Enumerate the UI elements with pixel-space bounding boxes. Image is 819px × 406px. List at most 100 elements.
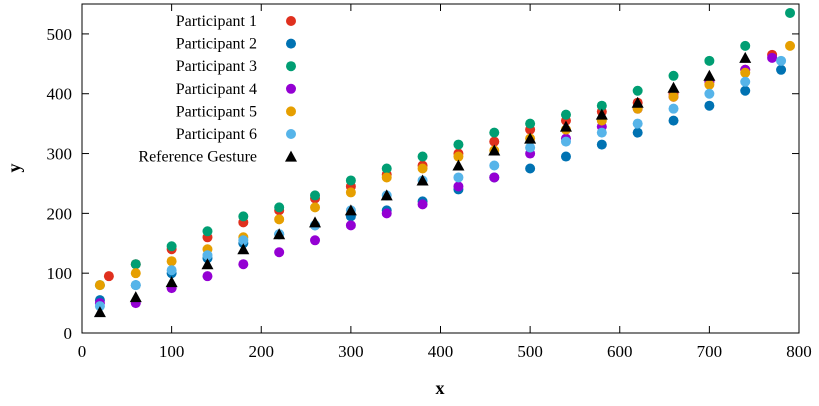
data-point — [776, 64, 787, 75]
x-axis-label: x — [436, 378, 445, 398]
data-point-triangle — [309, 216, 322, 228]
data-point — [776, 55, 787, 66]
y-tick-label: 100 — [47, 264, 73, 283]
x-tick-label: 100 — [159, 342, 185, 361]
data-point — [740, 40, 751, 51]
data-point — [489, 172, 500, 183]
legend-marker — [286, 129, 296, 139]
data-point — [453, 172, 464, 183]
data-point — [525, 142, 536, 153]
data-point-triangle — [452, 159, 465, 171]
axis-ticks: 0 100 200 300 400 500 600 700 800 0 100 200 300 400 50… — [47, 4, 812, 361]
data-point — [345, 175, 356, 186]
legend-label: Participant 2 — [176, 36, 257, 53]
data-point — [489, 127, 500, 138]
data-point — [632, 85, 643, 96]
data-point — [345, 187, 356, 198]
data-point — [381, 172, 392, 183]
data-point-triangle — [93, 306, 106, 318]
data-point — [274, 214, 285, 225]
data-point — [740, 76, 751, 87]
data-point — [596, 127, 607, 138]
data-point — [740, 85, 751, 96]
data-point-triangle — [416, 174, 429, 186]
data-point — [632, 127, 643, 138]
data-point — [596, 100, 607, 111]
data-point — [166, 256, 177, 267]
data-point — [238, 235, 249, 246]
data-point — [130, 280, 141, 291]
data-point — [704, 55, 715, 66]
x-tick-label: 700 — [697, 342, 723, 361]
data-point-triangle — [667, 81, 680, 93]
data-point — [704, 100, 715, 111]
data-point — [785, 40, 796, 51]
data-point — [453, 181, 464, 192]
data-point — [274, 247, 285, 258]
plot-frame — [81, 3, 800, 334]
data-point — [202, 226, 213, 237]
data-point — [668, 91, 679, 102]
legend-label: Participant 6 — [176, 126, 257, 143]
data-point — [417, 163, 428, 174]
data-point-triangle — [595, 108, 608, 120]
data-point-triangle — [344, 204, 357, 216]
legend-label: Participant 3 — [176, 58, 257, 75]
legend-marker — [286, 16, 296, 26]
x-tick-label: 600 — [607, 342, 633, 361]
data-point-triangle — [559, 120, 572, 132]
data-point-triangle — [524, 132, 537, 144]
legend-label: Participant 5 — [176, 103, 257, 120]
x-tick-label: 200 — [249, 342, 275, 361]
data-point — [130, 268, 141, 279]
x-tick-label: 400 — [428, 342, 454, 361]
data-point — [238, 259, 249, 270]
data-point-triangle — [488, 144, 501, 156]
data-point-triangle — [201, 258, 214, 270]
y-tick-label: 400 — [47, 85, 73, 104]
data-point-triangle — [703, 69, 716, 81]
y-tick-label: 300 — [47, 145, 73, 164]
legend-marker — [286, 106, 296, 117]
data-point-triangle — [380, 189, 393, 201]
data-point — [525, 163, 536, 174]
data-point — [166, 265, 177, 276]
data-point — [274, 202, 285, 213]
x-tick-label: 500 — [517, 342, 543, 361]
data-point — [525, 118, 536, 129]
x-tick-label: 300 — [338, 342, 364, 361]
data-point — [560, 136, 571, 147]
data-point-triangle — [237, 243, 250, 255]
data-point — [417, 199, 428, 210]
data-point — [704, 88, 715, 99]
data-point — [238, 211, 249, 222]
data-point — [381, 208, 392, 219]
data-point — [310, 190, 321, 201]
data-point — [94, 280, 105, 291]
data-point — [489, 136, 500, 147]
data-point — [310, 202, 321, 213]
data-point — [704, 79, 715, 90]
data-point — [489, 160, 500, 171]
y-tick-label: 0 — [64, 324, 73, 343]
legend-marker — [285, 150, 297, 162]
y-axis-label: y — [4, 164, 24, 173]
data-point-triangle — [739, 51, 752, 63]
legend-label: Participant 4 — [176, 81, 257, 98]
legend-label: Reference Gesture — [138, 149, 257, 166]
data-point-triangle — [165, 276, 178, 288]
data-point — [345, 220, 356, 231]
y-tick-label: 500 — [47, 25, 73, 44]
data-point — [453, 151, 464, 162]
data-point — [202, 250, 213, 261]
data-point — [310, 235, 321, 246]
data-point — [417, 151, 428, 162]
data-point — [668, 103, 679, 114]
data-point-triangle — [631, 96, 644, 108]
legend-label: Participant 1 — [176, 13, 257, 30]
data-point — [130, 259, 141, 270]
data-point — [560, 151, 571, 162]
legend-marker — [286, 83, 296, 94]
legend: Participant 1 Participant 2 Participant 3 P… — [138, 13, 297, 166]
data-point — [740, 67, 751, 78]
